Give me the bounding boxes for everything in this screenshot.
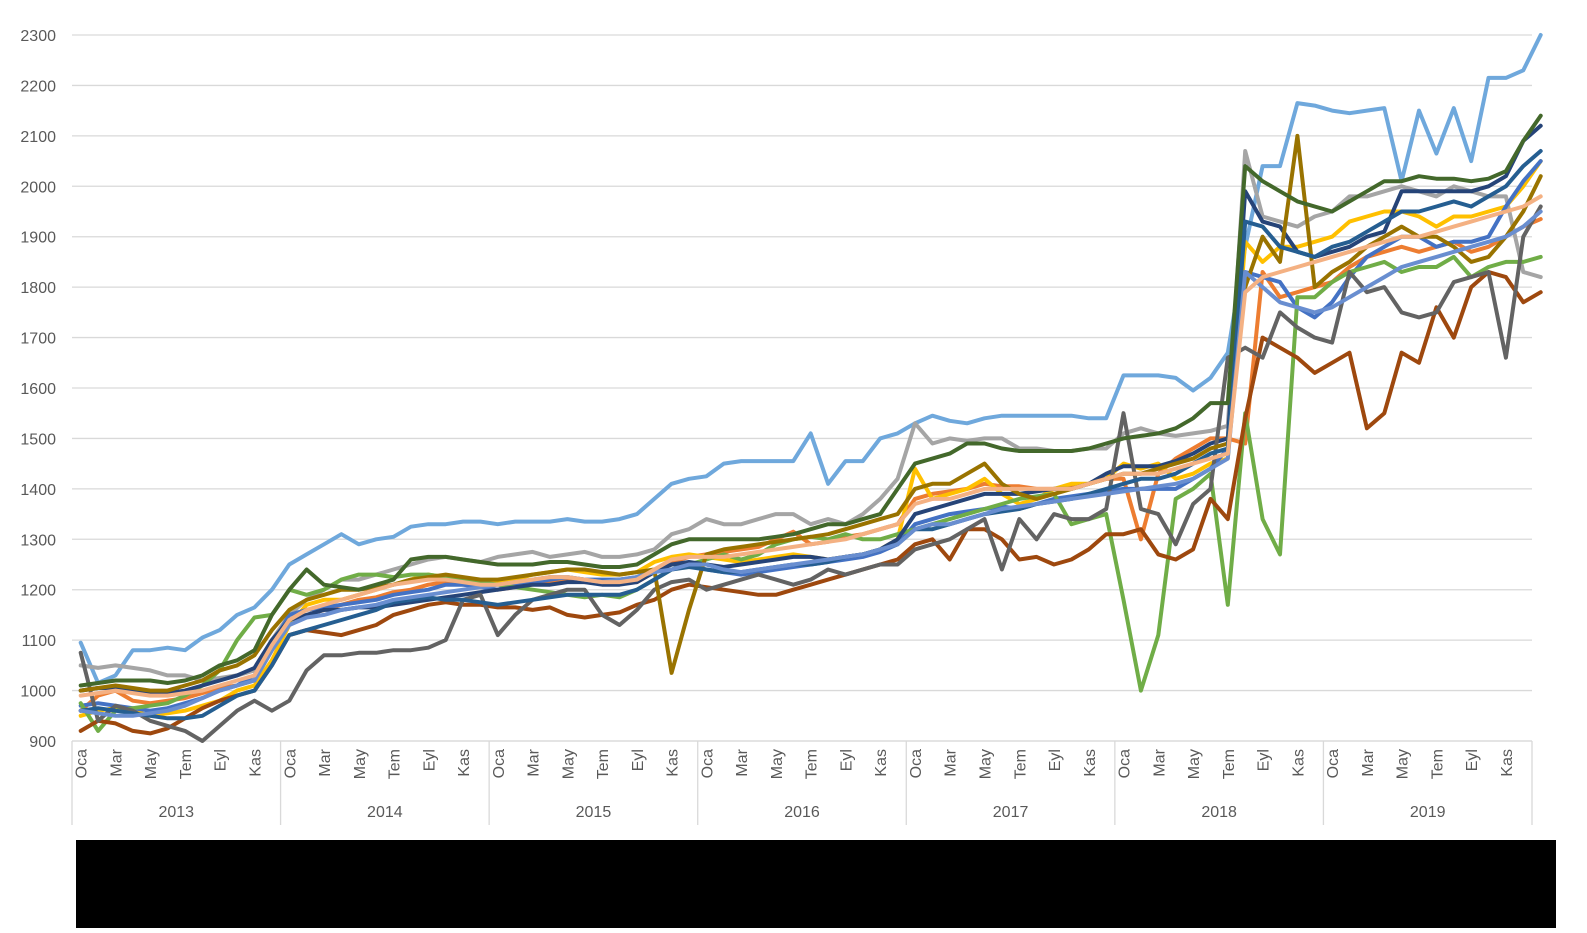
year-label: 2019 — [1410, 804, 1446, 821]
x-tick-label: Kas — [1082, 749, 1099, 777]
x-tick-label: Eyl — [1047, 749, 1064, 771]
x-tick-label: Eyl — [1464, 749, 1481, 771]
y-tick-label: 1000 — [20, 684, 56, 701]
x-tick-label: Mar — [108, 748, 125, 776]
y-tick-label: 1700 — [20, 331, 56, 348]
y-tick-label: 1400 — [20, 482, 56, 499]
x-tick-label: Eyl — [630, 749, 647, 771]
series-lines — [78, 33, 1543, 743]
y-tick-label: 1100 — [22, 633, 57, 650]
series-line-14 — [78, 194, 1543, 698]
y-tick-label: 1600 — [20, 381, 56, 398]
year-label: 2017 — [993, 804, 1029, 821]
series-line-10 — [78, 133, 1543, 693]
x-tick-label: Eyl — [213, 749, 230, 771]
year-label: 2013 — [158, 804, 194, 821]
y-tick-label: 1900 — [20, 230, 56, 247]
x-tick-label: May — [1186, 749, 1203, 779]
y-tick-label: 900 — [29, 734, 56, 751]
x-tick-label: May — [1395, 749, 1412, 779]
year-label: 2014 — [367, 804, 403, 821]
series-line-3 — [78, 149, 1543, 683]
year-label: 2018 — [1201, 804, 1237, 821]
x-tick-label: May — [978, 749, 995, 779]
x-tick-label: May — [769, 749, 786, 779]
x-tick-label: Tem — [387, 749, 404, 779]
y-tick-label: 1200 — [20, 583, 56, 600]
x-tick-label: Kas — [248, 749, 265, 777]
x-tick-label: Oca — [282, 749, 299, 778]
x-tick-label: Mar — [943, 748, 960, 776]
y-tick-label: 1500 — [20, 431, 56, 448]
x-tick-label: Tem — [178, 749, 195, 779]
x-tick-label: Eyl — [1256, 749, 1273, 771]
series-line-12 — [78, 113, 1543, 688]
x-tick-label: Kas — [665, 749, 682, 777]
series-line-1 — [78, 33, 1543, 685]
x-tick-label: May — [560, 749, 577, 779]
x-axis: Oca Mar May Tem Eyl Kas 2013 Oca Mar May Tem Eyl Kas… — [71, 740, 1533, 825]
x-tick-label: Mar — [1151, 748, 1168, 776]
x-tick-label: Kas — [873, 749, 890, 777]
x-tick-label: Tem — [1429, 749, 1446, 779]
redacted-legend-block — [76, 840, 1556, 928]
x-tick-label: Mar — [526, 748, 543, 776]
x-tick-label: Tem — [1012, 749, 1029, 779]
y-tick-label: 2200 — [20, 78, 56, 95]
x-tick-label: Tem — [804, 749, 821, 779]
series-line-6 — [78, 254, 1543, 733]
x-tick-label: Oca — [699, 749, 716, 778]
x-tick-label: Kas — [456, 749, 473, 777]
x-tick-label: Mar — [317, 748, 334, 776]
y-tick-label: 2100 — [20, 129, 56, 146]
x-tick-label: Oca — [1325, 749, 1342, 778]
x-tick-label: Eyl — [421, 749, 438, 771]
year-label: 2015 — [576, 804, 612, 821]
series-line-13 — [78, 209, 1543, 718]
year-label: 2016 — [784, 804, 820, 821]
x-tick-label: Tem — [595, 749, 612, 779]
x-tick-label: Tem — [1221, 749, 1238, 779]
x-tick-label: Eyl — [838, 749, 855, 771]
x-tick-label: May — [143, 749, 160, 779]
y-tick-label: 1800 — [20, 280, 56, 297]
x-tick-label: Kas — [1290, 749, 1307, 777]
x-tick-label: Oca — [908, 749, 925, 778]
x-tick-label: May — [352, 749, 369, 779]
x-tick-label: Mar — [1360, 748, 1377, 776]
y-tick-label: 2300 — [20, 28, 56, 45]
x-tick-label: Mar — [734, 748, 751, 776]
series-line-8 — [78, 270, 1543, 736]
series-line-9 — [78, 204, 1543, 743]
y-axis: 900 1000 1100 1200 1300 1400 1500 1600 1700 1800 1… — [20, 28, 56, 751]
series-line-11 — [78, 149, 1543, 721]
x-tick-label: Kas — [1499, 749, 1516, 777]
x-tick-label: Oca — [1117, 749, 1134, 778]
y-tick-label: 2000 — [20, 179, 56, 196]
x-tick-label: Oca — [74, 749, 91, 778]
x-tick-label: Oca — [491, 749, 508, 778]
y-tick-label: 1300 — [20, 532, 56, 549]
